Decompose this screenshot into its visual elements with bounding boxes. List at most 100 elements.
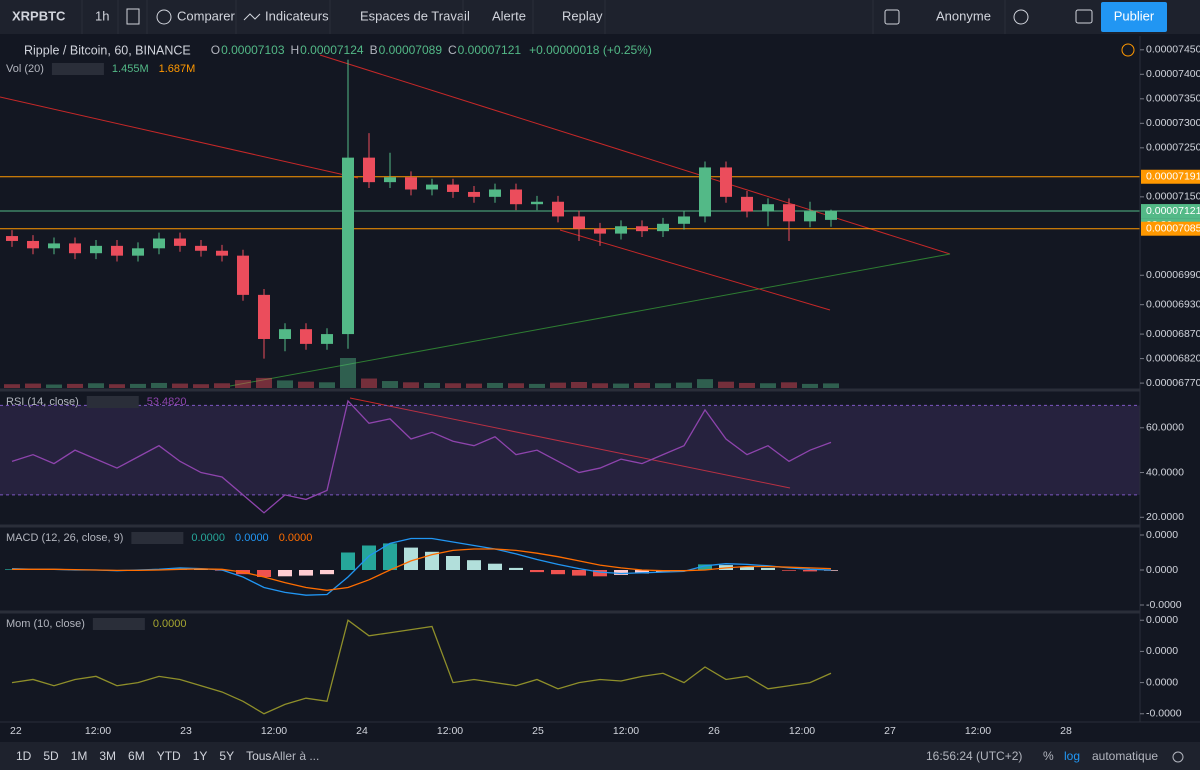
range-button[interactable]: 1M: [71, 749, 88, 763]
log-toggle[interactable]: log: [1064, 749, 1080, 763]
y-tick-label: 0.00007300: [1146, 117, 1200, 129]
axes: 0.00007450 0.00007400 0.00007350 0.00007300…: [0, 36, 1200, 737]
candle-body: [384, 177, 396, 183]
replay[interactable]: Replay: [562, 8, 603, 23]
x-tick-label: 25: [532, 725, 544, 737]
interval[interactable]: 1h: [95, 8, 109, 23]
indicators-icon[interactable]: [243, 13, 261, 21]
volume-bar: [697, 379, 713, 388]
range-button[interactable]: Tous: [246, 749, 271, 763]
chart-title[interactable]: Ripple / Bitcoin, 60, BINANCE: [24, 43, 191, 57]
legend-value: 1.455M: [112, 63, 149, 75]
candle-body: [573, 216, 585, 229]
volume-bar: [466, 383, 482, 388]
y-tick-label: -0.0000: [1146, 599, 1182, 611]
candle-body: [762, 204, 774, 212]
candle-body: [552, 201, 564, 217]
candle-body: [174, 238, 186, 246]
y-tick-label: 0.00007450: [1146, 44, 1200, 56]
histogram-bar: [194, 569, 208, 570]
indicator-line: [11, 619, 832, 715]
x-tick-label: 12:00: [965, 725, 991, 737]
candles-icon[interactable]: [126, 8, 140, 25]
candle-body: [699, 167, 711, 217]
volume-bar: [802, 383, 818, 388]
ohlc-value: 0.00007121: [458, 43, 522, 57]
candle-body: [426, 184, 438, 190]
workspaces[interactable]: Espaces de Travail: [360, 8, 470, 23]
range-button[interactable]: 1D: [16, 749, 32, 763]
goto[interactable]: Aller à ...: [272, 749, 319, 763]
y-tick-label: 0.0000: [1146, 614, 1178, 626]
volume-bar: [130, 383, 146, 388]
range-button[interactable]: 5Y: [219, 749, 234, 763]
compare-icon[interactable]: [156, 9, 172, 25]
histogram-bar: [257, 570, 271, 577]
trend-line: [559, 229, 831, 311]
ohlc-key: H: [291, 43, 300, 57]
plot-area: Ripple / Bitcoin, 60, BINANCE O 0.00007103…: [0, 43, 1200, 715]
panel-controls: [92, 618, 145, 630]
publish-button[interactable]: [1101, 2, 1167, 32]
volume-bar: [151, 382, 167, 388]
legend-value: 0.0000: [191, 532, 225, 544]
volume-bar: [277, 380, 293, 388]
ohlc-key: B: [370, 43, 378, 57]
histogram-bar: [698, 564, 712, 570]
range-button[interactable]: 6M: [128, 749, 145, 763]
volume-bar: [4, 384, 20, 388]
histogram-bar: [593, 570, 607, 577]
legend-value: 1.687M: [159, 63, 196, 75]
alert[interactable]: Alerte: [492, 8, 526, 23]
candle-body: [300, 329, 312, 344]
histogram-bar: [362, 545, 376, 570]
volume-bar: [445, 383, 461, 388]
histogram-bar: [404, 547, 418, 570]
panel-controls: [51, 63, 104, 75]
volume-bar: [25, 383, 41, 388]
candle-body: [489, 189, 501, 197]
volume-bar: [46, 384, 62, 388]
x-tick-label: 27: [884, 725, 896, 737]
settings-icon[interactable]: [1013, 9, 1029, 25]
change: +0.00000018 (+0.25%): [529, 43, 652, 57]
user[interactable]: Anonyme: [936, 8, 991, 23]
trend-line: [0, 96, 359, 179]
histogram-bar: [488, 563, 502, 570]
range-button[interactable]: 5D: [43, 749, 59, 763]
range-button[interactable]: 3M: [99, 749, 116, 763]
percent[interactable]: %: [1043, 749, 1054, 763]
histogram-bar: [383, 543, 397, 570]
volume-bar: [823, 383, 839, 388]
ohlc-value: 0.00007124: [300, 43, 364, 57]
volume-bar: [613, 383, 629, 388]
volume-bar: [781, 382, 797, 388]
y-tick-label: 60.0000: [1146, 422, 1184, 434]
candle-body: [237, 255, 249, 295]
settings-icon[interactable]: [1172, 751, 1184, 763]
volume-bar: [718, 381, 734, 388]
candle-body: [90, 245, 102, 254]
candle-body: [321, 334, 333, 344]
auto-toggle[interactable]: automatique: [1092, 749, 1158, 763]
compare[interactable]: Comparer: [177, 8, 235, 23]
volume-bar: [235, 380, 251, 388]
volume-bar: [193, 384, 209, 388]
y-tick-label: -0.0000: [1146, 708, 1182, 720]
indicators[interactable]: Indicateurs: [265, 8, 329, 23]
publish[interactable]: Publier: [1114, 8, 1155, 23]
panel-controls: [131, 532, 184, 544]
y-tick-label: 0.00007350: [1146, 93, 1200, 105]
histogram-bar: [341, 552, 355, 570]
histogram-bar: [320, 570, 334, 575]
range-button[interactable]: 1Y: [193, 749, 208, 763]
range-button[interactable]: YTD: [157, 749, 181, 763]
price-axis-bg: [1140, 36, 1200, 722]
candle-body: [48, 243, 60, 249]
fullscreen-icon[interactable]: [884, 9, 900, 25]
symbol[interactable]: XRPBTC: [12, 8, 66, 23]
camera-icon[interactable]: [1075, 9, 1093, 24]
trend-lines: [0, 54, 951, 489]
